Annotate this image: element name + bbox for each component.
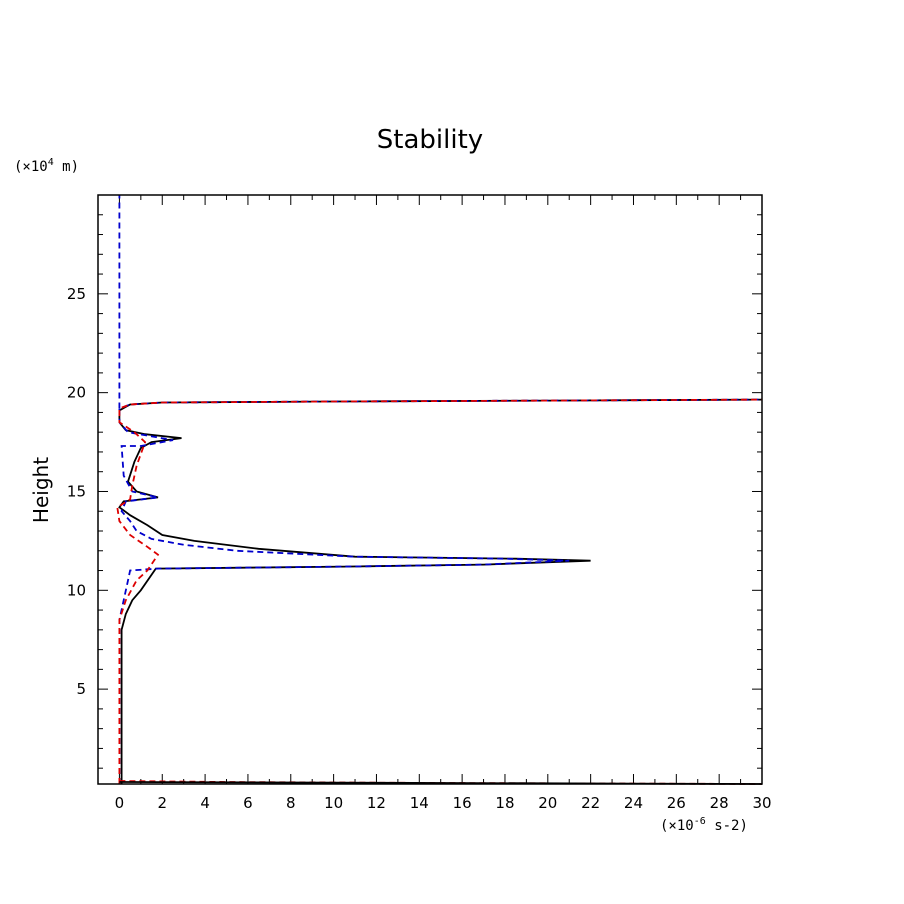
plot-frame — [97, 194, 763, 785]
series-group — [116, 195, 763, 785]
x-tick-label: 4 — [200, 794, 210, 812]
y-tick-label: 25 — [67, 285, 86, 303]
y-tick-label: 20 — [67, 384, 86, 402]
y-tick-label: 15 — [67, 482, 86, 500]
x-tick-label: 30 — [752, 794, 771, 812]
x-tick-label: 28 — [710, 794, 729, 812]
x-tick-label: 10 — [324, 794, 343, 812]
y-unit-label: (×104 m) — [14, 157, 79, 175]
series-line-0 — [118, 398, 763, 784]
x-tick-label: 18 — [495, 794, 514, 812]
x-tick-label: 24 — [624, 794, 643, 812]
x-tick-label: 2 — [157, 794, 167, 812]
series-line-1 — [118, 398, 763, 784]
x-tick-label: 8 — [286, 794, 296, 812]
x-tick-label: 14 — [410, 794, 429, 812]
x-tick-label: 6 — [243, 794, 253, 812]
y-axis-title: Height — [29, 457, 53, 523]
x-unit-label: (×10-6 s-2) — [660, 816, 748, 834]
series-line-3 — [116, 398, 763, 784]
x-tick-label: 26 — [667, 794, 686, 812]
chart-title: Stability — [377, 125, 483, 155]
x-tick-label: 0 — [115, 794, 125, 812]
x-tick-label: 20 — [538, 794, 557, 812]
y-tick-label: 10 — [67, 581, 86, 599]
x-tick-label: 22 — [581, 794, 600, 812]
y-tick-label: 5 — [76, 680, 86, 698]
x-tick-label: 16 — [453, 794, 472, 812]
x-tick-label: 12 — [367, 794, 386, 812]
